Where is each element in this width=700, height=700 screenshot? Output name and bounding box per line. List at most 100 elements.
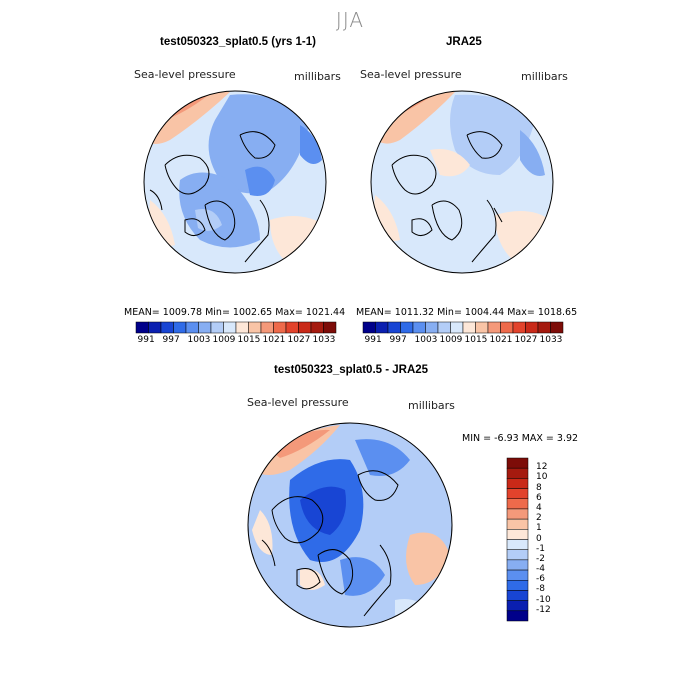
- diff-panel-title: test050323_splat0.5 - JRA25: [274, 364, 429, 376]
- diff-units-label: millibars: [408, 399, 455, 412]
- colorbar-swatch: [235, 321, 249, 334]
- obs-panel-title: JRA25: [446, 36, 482, 48]
- colorbar-swatch: [506, 467, 529, 479]
- colorbar-tick-label: 991: [364, 335, 382, 345]
- colorbar-tick-label: 1021: [262, 335, 286, 345]
- colorbar-tick-label: 1033: [312, 335, 336, 345]
- obs-stats: MEAN= 1011.32 Min= 1004.44 Max= 1018.65: [356, 307, 578, 318]
- colorbar-tick-label: 997: [389, 335, 407, 345]
- model-polar-map: [144, 91, 326, 273]
- colorbar-tick-label: -6: [536, 574, 545, 585]
- colorbar-swatch: [506, 488, 529, 499]
- colorbar-swatch: [506, 478, 529, 489]
- colorbar-swatch: [450, 321, 464, 334]
- colorbar-swatch: [506, 590, 529, 601]
- diff-coastlines: [261, 470, 399, 617]
- colorbar-swatch: [285, 321, 299, 334]
- colorbar-swatch: [298, 321, 312, 334]
- colorbar-tick-label: -8: [536, 584, 545, 595]
- colorbar-tick-label: -1: [536, 543, 545, 554]
- colorbar-swatch: [512, 321, 526, 334]
- colorbar-swatch: [500, 321, 514, 334]
- colorbar-swatch: [198, 321, 212, 334]
- colorbar-swatch: [537, 321, 551, 334]
- colorbar-swatch: [506, 549, 529, 561]
- colorbar-swatch: [248, 321, 262, 334]
- colorbar-swatch: [506, 580, 529, 591]
- colorbar-swatch: [387, 321, 401, 334]
- diff-colorbar: [506, 457, 529, 622]
- colorbar-tick-label: 997: [162, 335, 180, 345]
- colorbar-swatch: [506, 508, 529, 520]
- colorbar-tick-label: 1015: [464, 335, 488, 345]
- colorbar-swatch: [506, 600, 529, 612]
- colorbar-swatch: [260, 321, 274, 334]
- colorbar-swatch: [323, 321, 337, 334]
- colorbar-swatch: [400, 321, 414, 334]
- colorbar-swatch: [506, 610, 529, 622]
- diff-field-label: Sea-level pressure: [247, 396, 349, 409]
- obs-coastlines: [391, 131, 503, 263]
- colorbar-tick-label: -10: [536, 594, 551, 605]
- colorbar-tick-label: -4: [536, 564, 545, 575]
- colorbar-swatch: [487, 321, 501, 334]
- model-stats: MEAN= 1009.78 Min= 1002.65 Max= 1021.44: [124, 307, 346, 318]
- colorbar-tick-label: 1: [536, 523, 542, 534]
- diff-map-border: [247, 422, 453, 628]
- colorbar-tick-label: 1021: [489, 335, 513, 345]
- colorbar-tick-label: 1027: [514, 335, 538, 345]
- season-title: JJA: [335, 8, 365, 32]
- colorbar-tick-label: 1027: [287, 335, 311, 345]
- colorbar-swatch: [375, 321, 389, 334]
- colorbar-swatch: [475, 321, 489, 334]
- colorbar-tick-label: 8: [536, 482, 542, 493]
- colorbar-swatch: [462, 321, 476, 334]
- colorbar-swatch: [425, 321, 439, 334]
- colorbar-swatch: [210, 321, 224, 334]
- colorbar-tick-label: 6: [536, 492, 542, 503]
- colorbar-swatch: [185, 321, 199, 334]
- colorbar-tick-label: 4: [536, 502, 542, 513]
- colorbar-tick-label: 1009: [439, 335, 463, 345]
- colorbar-tick-label: 0: [536, 533, 542, 544]
- colorbar-swatch: [148, 321, 162, 334]
- colorbar-swatch: [437, 321, 451, 334]
- model-colorbar: [135, 321, 337, 334]
- colorbar-tick-label: 2: [536, 513, 542, 524]
- obs-colorbar: [362, 321, 564, 334]
- colorbar-tick-label: -12: [536, 604, 551, 615]
- colorbar-swatch: [506, 539, 529, 550]
- colorbar-swatch: [273, 321, 287, 334]
- colorbar-swatch: [412, 321, 426, 334]
- colorbar-swatch: [506, 559, 529, 571]
- colorbar-tick-label: 1003: [414, 335, 438, 345]
- obs-units-label: millibars: [521, 70, 568, 83]
- diff-minmax: MIN = -6.93 MAX = 3.92: [462, 433, 579, 444]
- colorbar-swatch: [506, 498, 529, 510]
- colorbar-swatch: [135, 321, 149, 334]
- colorbar-tick-label: 1003: [187, 335, 211, 345]
- colorbar-tick-label: -2: [536, 553, 545, 564]
- model-units-label: millibars: [294, 70, 341, 83]
- diff-polar-map: [248, 423, 452, 627]
- obs-field-label: Sea-level pressure: [360, 68, 462, 81]
- colorbar-swatch: [362, 321, 376, 334]
- colorbar-tick-label: 1015: [237, 335, 261, 345]
- colorbar-tick-label: 991: [137, 335, 155, 345]
- colorbar-swatch: [525, 321, 539, 334]
- model-map-border: [143, 90, 327, 274]
- colorbar-tick-label: 12: [536, 462, 548, 473]
- obs-map-border: [370, 90, 554, 274]
- colorbar-tick-label: 1033: [539, 335, 563, 345]
- colorbar-swatch: [506, 518, 529, 530]
- colorbar-tick-label: 10: [536, 472, 548, 483]
- colorbar-swatch: [550, 321, 564, 334]
- colorbar-swatch: [506, 529, 529, 540]
- colorbar-swatch: [310, 321, 324, 334]
- colorbar-tick-label: 1009: [212, 335, 236, 345]
- colorbar-swatch: [506, 569, 529, 581]
- colorbar-swatch: [173, 321, 187, 334]
- model-field-label: Sea-level pressure: [134, 68, 236, 81]
- colorbar-swatch: [223, 321, 237, 334]
